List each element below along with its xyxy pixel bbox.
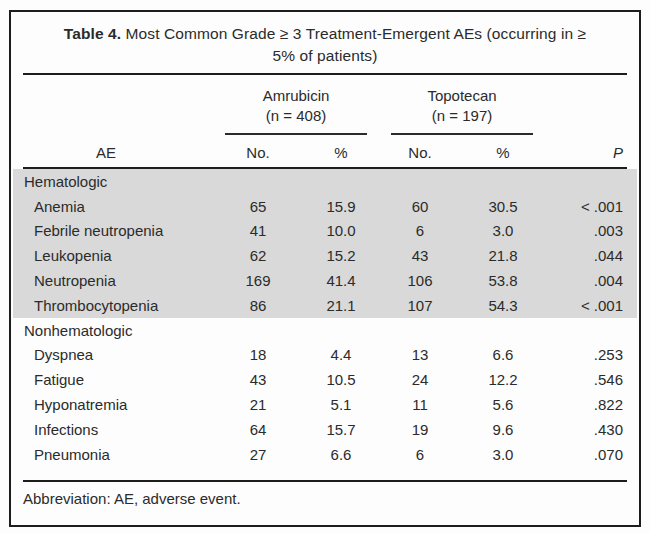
p-value: .822 — [545, 396, 627, 413]
amrubicin-no: 27 — [213, 446, 303, 463]
table-row: Pneumonia 27 6.6 6 3.0 .070 — [23, 442, 627, 467]
topotecan-pct: 21.8 — [461, 247, 545, 264]
amrubicin-pct: 21.1 — [303, 297, 379, 314]
topotecan-pct: 3.0 — [461, 222, 545, 239]
ae-name: Febrile neutropenia — [23, 222, 213, 239]
col-header-topotecan-pct: % — [461, 144, 545, 167]
p-value: .546 — [545, 371, 627, 388]
amrubicin-no: 18 — [213, 346, 303, 363]
amrubicin-group-label: Amrubicin — [225, 86, 367, 106]
amrubicin-pct: 5.1 — [303, 396, 379, 413]
col-header-topotecan-no: No. — [379, 144, 461, 167]
topotecan-group-header: Topotecan (n = 197) — [379, 86, 545, 135]
topotecan-no: 107 — [379, 297, 461, 314]
p-value: < .001 — [545, 297, 627, 314]
table-row: Anemia 65 15.9 60 30.5 < .001 — [23, 194, 627, 219]
table-row: Dyspnea 18 4.4 13 6.6 .253 — [23, 343, 627, 368]
amrubicin-group-n: (n = 408) — [225, 106, 367, 126]
section-header-row: Nonhematologic — [23, 318, 627, 343]
amrubicin-group-header: Amrubicin (n = 408) — [213, 86, 379, 135]
amrubicin-pct: 4.4 — [303, 346, 379, 363]
table-header: Amrubicin (n = 408) Topotecan (n = 197) … — [11, 86, 639, 167]
p-value: .003 — [545, 222, 627, 239]
p-value: .430 — [545, 421, 627, 438]
section-header-row: Hematologic — [23, 169, 627, 194]
topotecan-no: 11 — [379, 396, 461, 413]
column-group-row: Amrubicin (n = 408) Topotecan (n = 197) — [23, 86, 627, 135]
topotecan-no: 43 — [379, 247, 461, 264]
table-row: Thrombocytopenia 86 21.1 107 54.3 < .001 — [23, 293, 627, 318]
table-row: Neutropenia 169 41.4 106 53.8 .004 — [23, 268, 627, 293]
topotecan-pct: 30.5 — [461, 198, 545, 215]
section-hematologic: Hematologic Anemia 65 15.9 60 30.5 < .00… — [13, 169, 637, 318]
ae-name: Fatigue — [23, 371, 213, 388]
table-row: Febrile neutropenia 41 10.0 6 3.0 .003 — [23, 219, 627, 244]
footnote: Abbreviation: AE, adverse event. — [23, 490, 627, 507]
title-divider-rule — [23, 73, 627, 75]
table-row: Fatigue 43 10.5 24 12.2 .546 — [23, 367, 627, 392]
amrubicin-pct: 6.6 — [303, 446, 379, 463]
amrubicin-no: 41 — [213, 222, 303, 239]
p-value: .070 — [545, 446, 627, 463]
ae-name: Neutropenia — [23, 272, 213, 289]
section-nonhematologic: Nonhematologic Dyspnea 18 4.4 13 6.6 .25… — [13, 318, 637, 467]
ae-name: Infections — [23, 421, 213, 438]
p-value: .004 — [545, 272, 627, 289]
topotecan-pct: 3.0 — [461, 446, 545, 463]
amrubicin-no: 43 — [213, 371, 303, 388]
amrubicin-no: 86 — [213, 297, 303, 314]
topotecan-pct: 6.6 — [461, 346, 545, 363]
amrubicin-pct: 15.2 — [303, 247, 379, 264]
ae-name: Leukopenia — [23, 247, 213, 264]
table-title-text: Most Common Grade ≥ 3 Treatment-Emergent… — [121, 25, 586, 64]
ae-name: Thrombocytopenia — [23, 297, 213, 314]
amrubicin-no: 169 — [213, 272, 303, 289]
topotecan-no: 19 — [379, 421, 461, 438]
amrubicin-pct: 10.5 — [303, 371, 379, 388]
table-row: Hyponatremia 21 5.1 11 5.6 .822 — [23, 392, 627, 417]
p-value: < .001 — [545, 198, 627, 215]
col-header-amrubicin-no: No. — [213, 144, 303, 167]
topotecan-no: 13 — [379, 346, 461, 363]
col-header-amrubicin-pct: % — [303, 144, 379, 167]
amrubicin-no: 62 — [213, 247, 303, 264]
section-label: Hematologic — [23, 173, 627, 190]
topotecan-no: 60 — [379, 198, 461, 215]
amrubicin-no: 21 — [213, 396, 303, 413]
topotecan-pct: 12.2 — [461, 371, 545, 388]
table-title: Table 4. Most Common Grade ≥ 3 Treatment… — [53, 23, 598, 67]
table-row: Infections 64 15.7 19 9.6 .430 — [23, 417, 627, 442]
topotecan-group-n: (n = 197) — [391, 106, 533, 126]
col-header-p: P — [545, 144, 627, 167]
amrubicin-no: 65 — [213, 198, 303, 215]
p-value: .253 — [545, 346, 627, 363]
topotecan-no: 106 — [379, 272, 461, 289]
amrubicin-pct: 10.0 — [303, 222, 379, 239]
topotecan-pct: 9.6 — [461, 421, 545, 438]
table4-frame: Table 4. Most Common Grade ≥ 3 Treatment… — [9, 10, 641, 527]
page: Table 4. Most Common Grade ≥ 3 Treatment… — [0, 0, 650, 533]
amrubicin-pct: 41.4 — [303, 272, 379, 289]
ae-name: Hyponatremia — [23, 396, 213, 413]
table-row: Leukopenia 62 15.2 43 21.8 .044 — [23, 243, 627, 268]
topotecan-group-label: Topotecan — [391, 86, 533, 106]
ae-name: Pneumonia — [23, 446, 213, 463]
amrubicin-pct: 15.9 — [303, 198, 379, 215]
topotecan-pct: 5.6 — [461, 396, 545, 413]
topotecan-pct: 54.3 — [461, 297, 545, 314]
ae-name: Dyspnea — [23, 346, 213, 363]
topotecan-pct: 53.8 — [461, 272, 545, 289]
topotecan-no: 6 — [379, 446, 461, 463]
amrubicin-pct: 15.7 — [303, 421, 379, 438]
col-header-ae: AE — [23, 144, 213, 167]
topotecan-no: 6 — [379, 222, 461, 239]
ae-name: Anemia — [23, 198, 213, 215]
table-title-number: Table 4. — [64, 25, 121, 42]
column-header-row: AE No. % No. % P — [23, 135, 627, 167]
p-value: .044 — [545, 247, 627, 264]
amrubicin-no: 64 — [213, 421, 303, 438]
topotecan-no: 24 — [379, 371, 461, 388]
footnote-divider-rule — [23, 480, 627, 482]
section-label: Nonhematologic — [23, 322, 627, 339]
